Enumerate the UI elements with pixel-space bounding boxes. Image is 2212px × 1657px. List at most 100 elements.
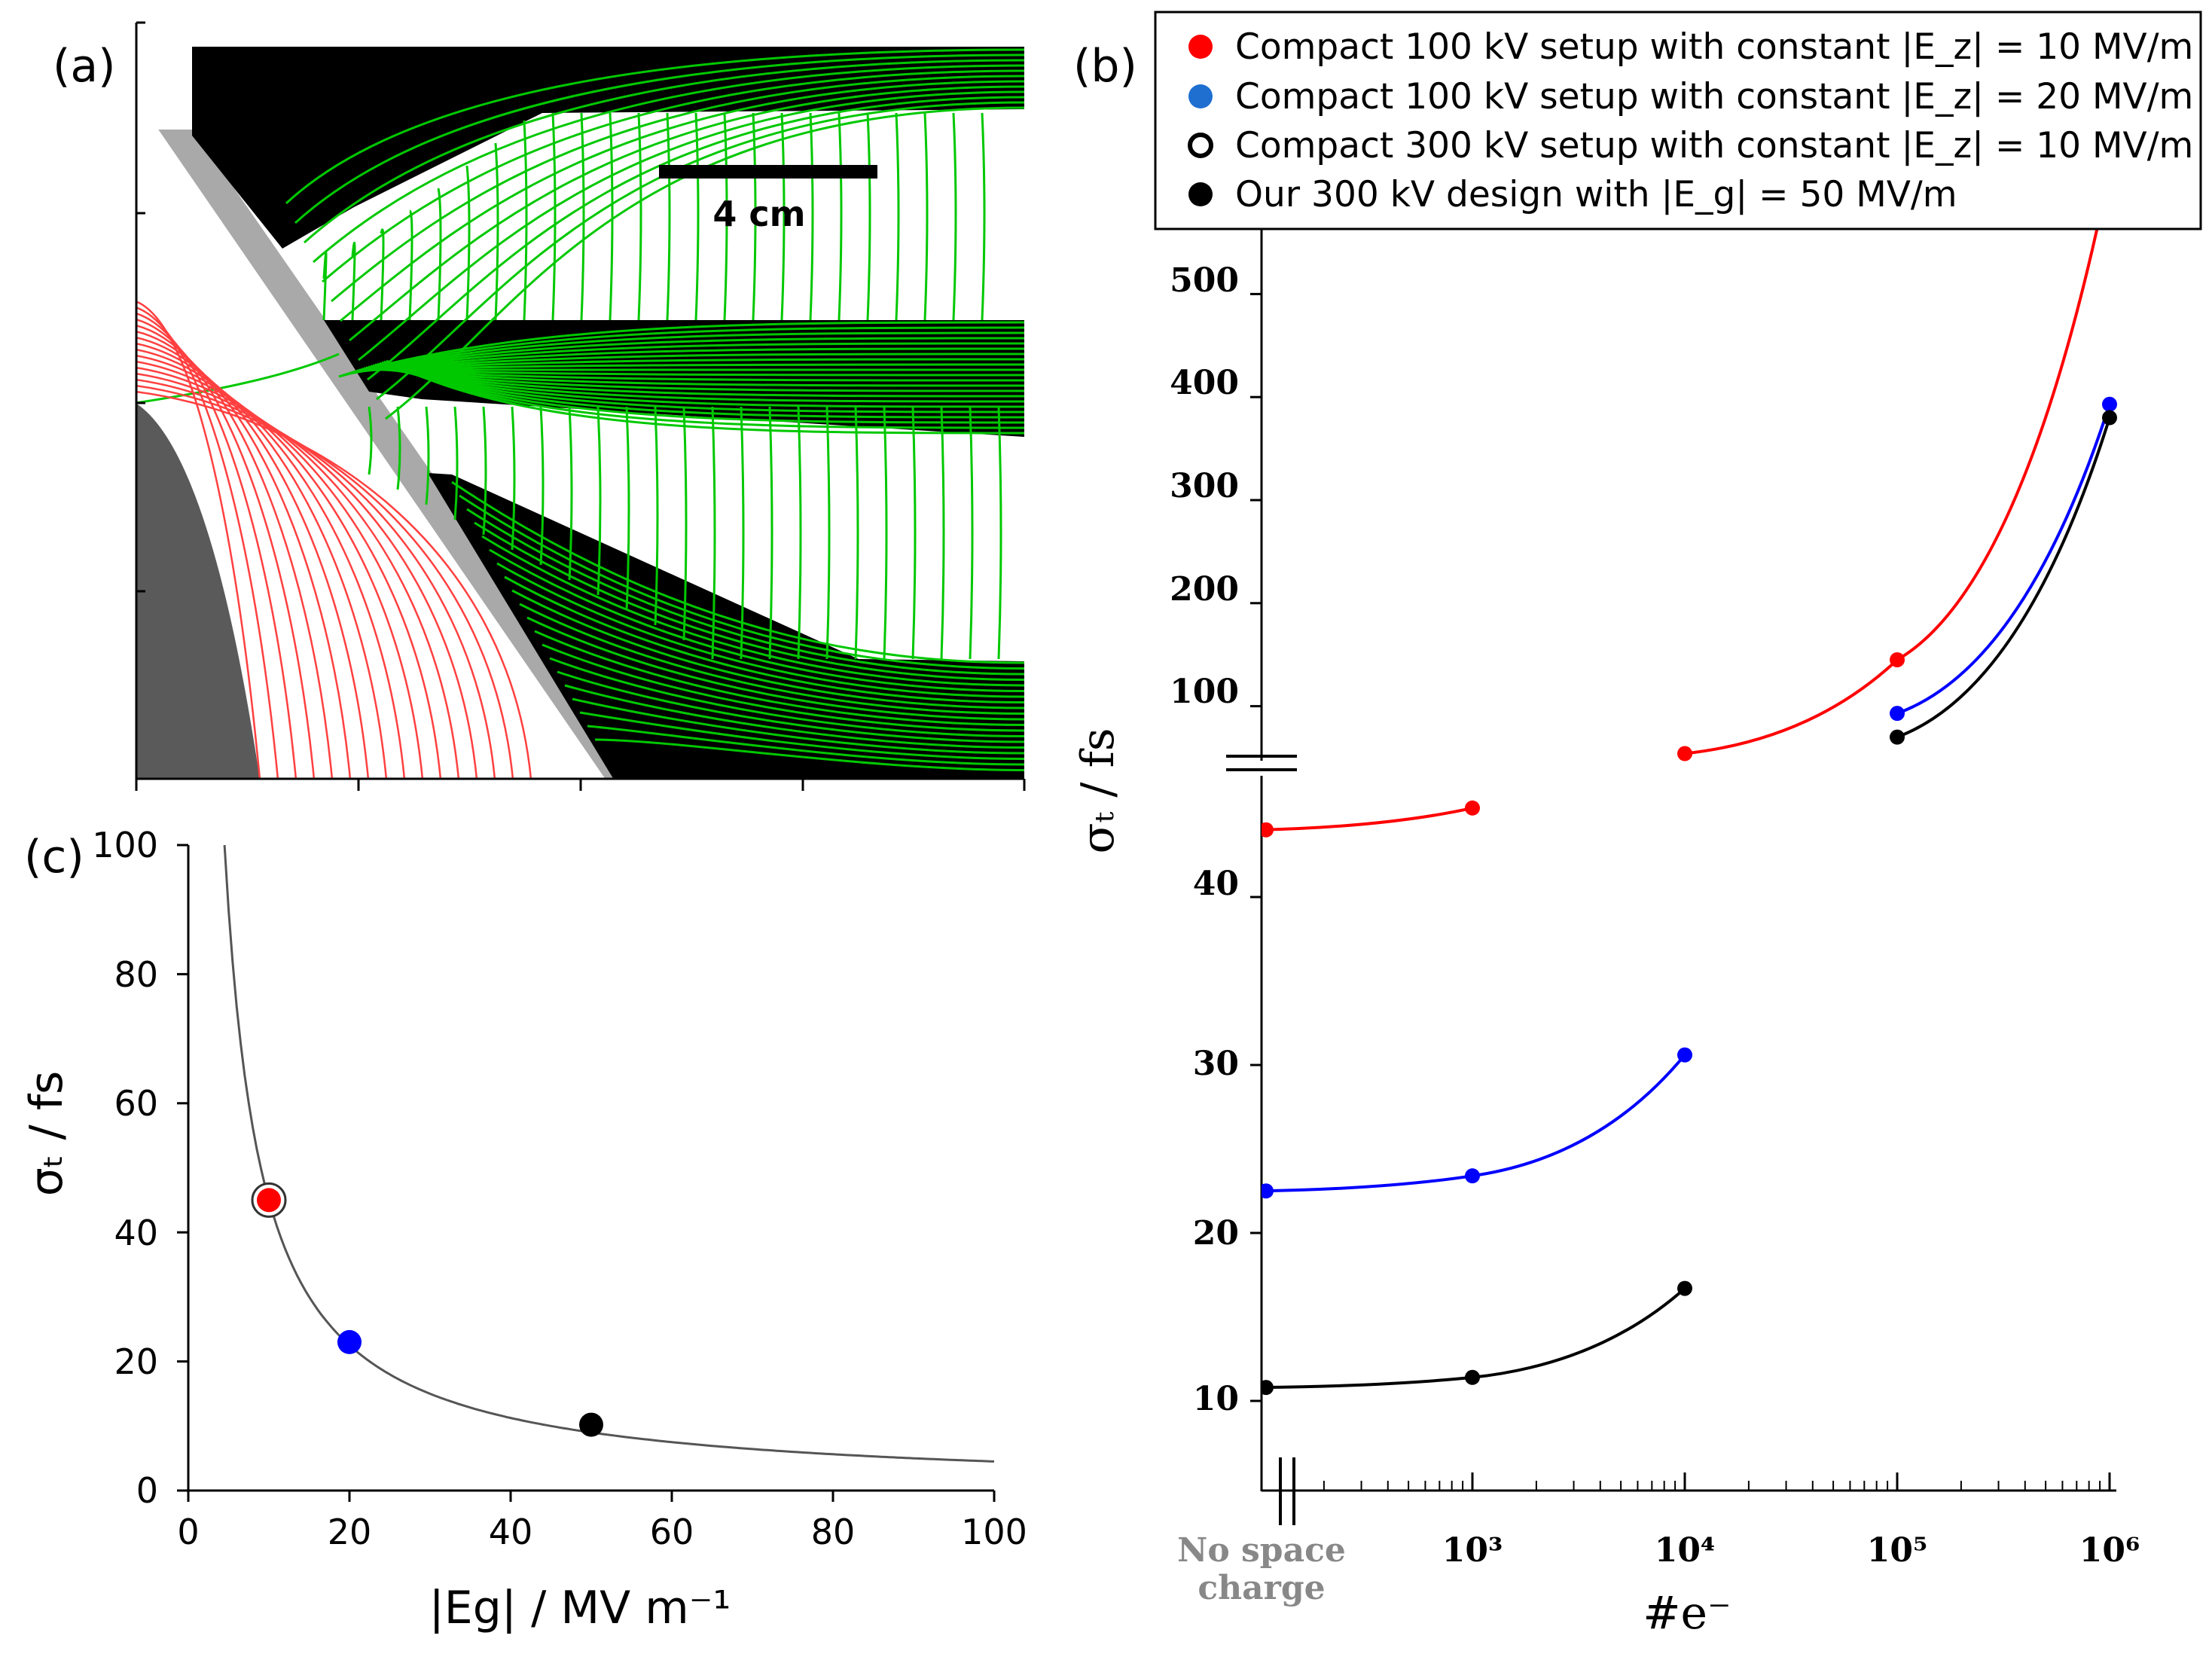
panel-c-series bbox=[223, 844, 995, 1463]
legend-marker-blue bbox=[1188, 84, 1213, 108]
panel-c-chart: 0 20 40 60 80 100 0 20 40 60 80 100 |Eg|… bbox=[20, 825, 1027, 1634]
equipotential-line bbox=[349, 85, 1024, 342]
equipotential-line bbox=[313, 64, 1024, 264]
legend-box bbox=[1154, 11, 2202, 230]
c-data-point bbox=[337, 1329, 362, 1354]
equipotential-line bbox=[331, 75, 1024, 303]
c-ytick-20: 20 bbox=[114, 1341, 158, 1382]
equipotential-line bbox=[349, 347, 1024, 374]
equipotential-line bbox=[542, 643, 1024, 732]
b-data-point bbox=[1465, 800, 1480, 816]
trajectory-line bbox=[136, 384, 514, 780]
c-data-point bbox=[579, 1412, 603, 1437]
equipotential-line bbox=[981, 112, 986, 321]
c-xtick-80: 80 bbox=[811, 1512, 856, 1552]
b-ytick-10: 10 bbox=[1193, 1380, 1239, 1418]
equipotential-line bbox=[453, 406, 459, 520]
b-series-line bbox=[1262, 806, 1473, 832]
equipotential-line bbox=[322, 69, 1024, 283]
panel-c-tick-labels: 0 20 40 60 80 100 0 20 40 60 80 100 bbox=[92, 825, 1027, 1552]
trajectory-line bbox=[136, 342, 388, 780]
equipotential-line bbox=[489, 548, 1024, 692]
equipotential-line bbox=[345, 337, 1024, 376]
panel-label-b: (b) bbox=[1073, 40, 1137, 93]
trajectory-line bbox=[136, 354, 424, 780]
equipotential-line bbox=[294, 53, 1024, 224]
equipotential-line bbox=[866, 112, 871, 321]
equipotential-line bbox=[504, 575, 1024, 703]
c-ytick-80: 80 bbox=[114, 954, 158, 995]
equipotential-line bbox=[551, 112, 557, 321]
equipotential-line bbox=[854, 406, 859, 660]
trajectory-line bbox=[136, 336, 370, 780]
equipotential-line bbox=[481, 535, 1024, 687]
b-data-point bbox=[1465, 1168, 1480, 1184]
trajectory-line bbox=[136, 318, 316, 780]
panel-b-chart: 10 20 30 40 100 200 300 400 500 No space… bbox=[1072, 211, 2140, 1640]
equipotential-line bbox=[370, 365, 1024, 398]
equipotential-line bbox=[519, 603, 1024, 715]
equipotential-line bbox=[596, 406, 602, 596]
panel-b-tick-labels: 10 20 30 40 100 200 300 400 500 No space… bbox=[1170, 261, 2140, 1607]
c-xtick-100: 100 bbox=[961, 1512, 1027, 1552]
b-data-point bbox=[1890, 706, 1905, 722]
equipotential-line bbox=[356, 363, 1024, 372]
trajectory-line bbox=[136, 330, 352, 780]
panel-b-series bbox=[1262, 211, 2117, 1396]
equipotential-lines bbox=[136, 48, 1024, 771]
b-ytick-500: 500 bbox=[1170, 261, 1239, 300]
trajectory-line bbox=[136, 360, 442, 780]
equipotential-line bbox=[549, 657, 1024, 737]
equipotential-line bbox=[511, 406, 516, 551]
b-ytick-400: 400 bbox=[1170, 364, 1239, 402]
legend-label-1: Compact 100 kV setup with constant |E_z|… bbox=[1235, 26, 2193, 68]
equipotential-line bbox=[363, 367, 1024, 382]
equipotential-line bbox=[482, 406, 487, 536]
equipotential-line bbox=[396, 406, 401, 490]
equipotential-line bbox=[361, 368, 1024, 377]
equipotential-line bbox=[579, 711, 1024, 760]
equipotential-line bbox=[911, 406, 917, 660]
c-data-point bbox=[257, 1188, 281, 1213]
equipotential-line bbox=[534, 630, 1024, 726]
equipotential-line bbox=[367, 96, 1024, 381]
c-xtick-40: 40 bbox=[489, 1512, 533, 1552]
equipotential-line bbox=[377, 362, 1024, 413]
equipotential-line bbox=[572, 697, 1024, 755]
b-ytick-20: 20 bbox=[1193, 1214, 1239, 1253]
equipotential-line bbox=[368, 406, 373, 475]
b-data-point bbox=[1890, 729, 1905, 745]
equipotential-line bbox=[752, 112, 757, 321]
b-xtick-no-space: No space bbox=[1177, 1531, 1346, 1570]
panel-a-electrode-diagram: 4 cm bbox=[135, 21, 1026, 791]
legend-label-4: Our 300 kV design with |E_g| = 50 MV/m bbox=[1235, 174, 1957, 215]
b-ytick-100: 100 bbox=[1170, 673, 1239, 711]
b-data-point bbox=[1677, 1280, 1692, 1296]
equipotential-line bbox=[768, 406, 773, 660]
b-ytick-300: 300 bbox=[1170, 467, 1239, 505]
b-xtick-charge: charge bbox=[1198, 1569, 1325, 1607]
b-data-point bbox=[1262, 822, 1274, 838]
c-xtick-60: 60 bbox=[650, 1512, 694, 1552]
b-ytick-40: 40 bbox=[1193, 865, 1239, 903]
equipotential-line bbox=[365, 366, 1024, 387]
c-x-axis-title: |Eg| / MV m⁻¹ bbox=[429, 1582, 731, 1634]
top-electrode bbox=[192, 47, 1024, 249]
trajectory-line bbox=[136, 366, 460, 780]
equipotential-line bbox=[374, 363, 1024, 408]
b-data-point bbox=[2102, 410, 2117, 426]
equipotential-line bbox=[797, 406, 802, 660]
equipotential-line bbox=[557, 670, 1024, 743]
b-series-line bbox=[1896, 417, 2111, 739]
panel-b-ticks bbox=[1250, 292, 2111, 1491]
equipotential-line bbox=[466, 508, 1024, 676]
equipotential-line bbox=[637, 112, 642, 321]
equipotential-line bbox=[969, 406, 974, 660]
equipotential-line bbox=[285, 48, 1024, 205]
c-ytick-40: 40 bbox=[114, 1213, 158, 1253]
c-ytick-0: 0 bbox=[136, 1470, 158, 1511]
equipotential-line bbox=[340, 326, 1024, 377]
equipotential-line bbox=[425, 406, 430, 505]
b-data-point bbox=[1262, 1380, 1274, 1396]
